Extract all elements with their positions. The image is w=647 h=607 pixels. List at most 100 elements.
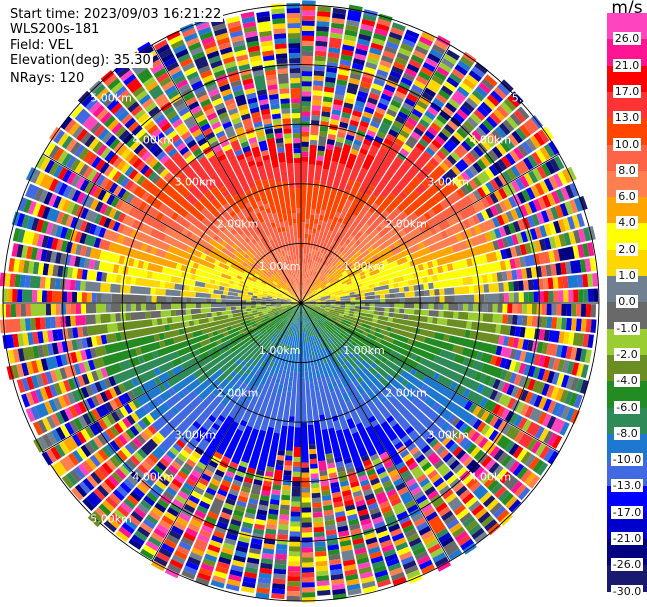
velocity-gate — [315, 303, 326, 306]
velocity-gate — [237, 495, 248, 503]
velocity-gate — [324, 362, 334, 378]
velocity-gate — [297, 278, 299, 284]
velocity-gate — [341, 243, 358, 261]
velocity-gate — [105, 134, 117, 147]
velocity-gate — [524, 391, 534, 404]
velocity-gate — [160, 303, 172, 310]
velocity-gate — [103, 377, 112, 389]
velocity-gate — [123, 73, 137, 86]
velocity-gate — [140, 341, 161, 354]
velocity-gate — [319, 257, 324, 264]
velocity-gate — [156, 523, 169, 535]
velocity-gate — [167, 245, 216, 270]
velocity-gate — [122, 392, 132, 403]
velocity-gate — [84, 426, 95, 439]
velocity-gate — [134, 530, 148, 542]
velocity-gate — [233, 256, 244, 265]
velocity-gate — [376, 348, 387, 357]
velocity-gate — [489, 389, 499, 401]
velocity-gate — [114, 85, 127, 98]
velocity-gate — [278, 308, 288, 313]
velocity-gate — [311, 325, 319, 340]
velocity-gate — [208, 154, 238, 198]
colorbar-tick-label: -10.0 — [607, 453, 647, 467]
velocity-gate — [449, 135, 461, 146]
velocity-gate — [301, 66, 313, 72]
velocity-gate — [92, 104, 105, 118]
velocity-gate — [397, 375, 405, 384]
velocity-gate — [217, 153, 227, 162]
velocity-gate — [308, 274, 312, 280]
velocity-gate — [250, 186, 262, 203]
velocity-gate — [84, 222, 93, 234]
velocity-gate — [247, 325, 253, 330]
velocity-gate — [276, 459, 284, 466]
velocity-gate — [316, 16, 330, 22]
velocity-gate — [378, 229, 407, 251]
velocity-gate — [375, 106, 386, 115]
velocity-gate — [206, 50, 220, 60]
velocity-gate — [241, 309, 247, 313]
velocity-gate — [403, 214, 428, 235]
velocity-gate — [217, 327, 228, 335]
velocity-gate — [325, 452, 334, 459]
velocity-gate — [219, 551, 233, 560]
velocity-gate — [192, 147, 203, 157]
velocity-gate — [290, 87, 301, 99]
velocity-gate — [235, 247, 242, 253]
velocity-gate — [237, 59, 250, 67]
velocity-gate — [286, 303, 301, 318]
velocity-gate — [281, 226, 286, 232]
velocity-gate — [50, 413, 61, 427]
velocity-gate — [295, 307, 299, 312]
velocity-gate — [328, 37, 342, 49]
velocity-gate — [301, 317, 304, 333]
velocity-gate — [250, 483, 262, 496]
velocity-gate — [411, 512, 424, 523]
velocity-gate — [103, 165, 114, 177]
velocity-gate — [133, 487, 145, 499]
velocity-gate — [372, 516, 384, 525]
velocity-gate — [501, 423, 512, 435]
velocity-gate — [220, 273, 232, 280]
velocity-gate — [292, 269, 295, 275]
velocity-gate — [420, 564, 435, 575]
velocity-gate — [112, 156, 123, 168]
velocity-gate — [315, 297, 321, 300]
velocity-gate — [559, 421, 570, 436]
velocity-gate — [383, 312, 389, 317]
velocity-gate — [132, 86, 145, 98]
velocity-gate — [391, 150, 433, 197]
velocity-gate — [418, 458, 429, 468]
velocity-gate — [246, 264, 281, 290]
velocity-gate — [480, 139, 492, 151]
velocity-gate — [166, 130, 178, 140]
velocity-gate — [117, 265, 124, 275]
velocity-gate — [247, 206, 254, 213]
velocity-gate — [306, 327, 310, 337]
velocity-gate — [79, 220, 88, 232]
velocity-gate — [301, 462, 309, 468]
velocity-gate — [298, 317, 300, 323]
velocity-gate — [281, 329, 288, 339]
velocity-gate — [213, 289, 224, 295]
velocity-gate — [436, 463, 451, 478]
velocity-gate — [446, 154, 457, 165]
velocity-gate — [480, 155, 491, 168]
velocity-gate — [85, 457, 97, 471]
velocity-gate — [93, 436, 104, 449]
velocity-gate — [383, 548, 397, 558]
velocity-gate — [22, 332, 29, 346]
velocity-gate — [247, 292, 254, 296]
velocity-gate — [116, 505, 130, 518]
velocity-gate — [358, 474, 368, 482]
velocity-gate — [305, 327, 309, 338]
velocity-gate — [288, 551, 301, 557]
velocity-gate — [316, 580, 330, 587]
velocity-gate — [40, 317, 46, 330]
velocity-gate — [286, 590, 300, 597]
velocity-gate — [301, 542, 313, 548]
velocity-gate — [260, 209, 282, 253]
velocity-gate — [364, 268, 370, 275]
velocity-gate — [239, 490, 250, 498]
